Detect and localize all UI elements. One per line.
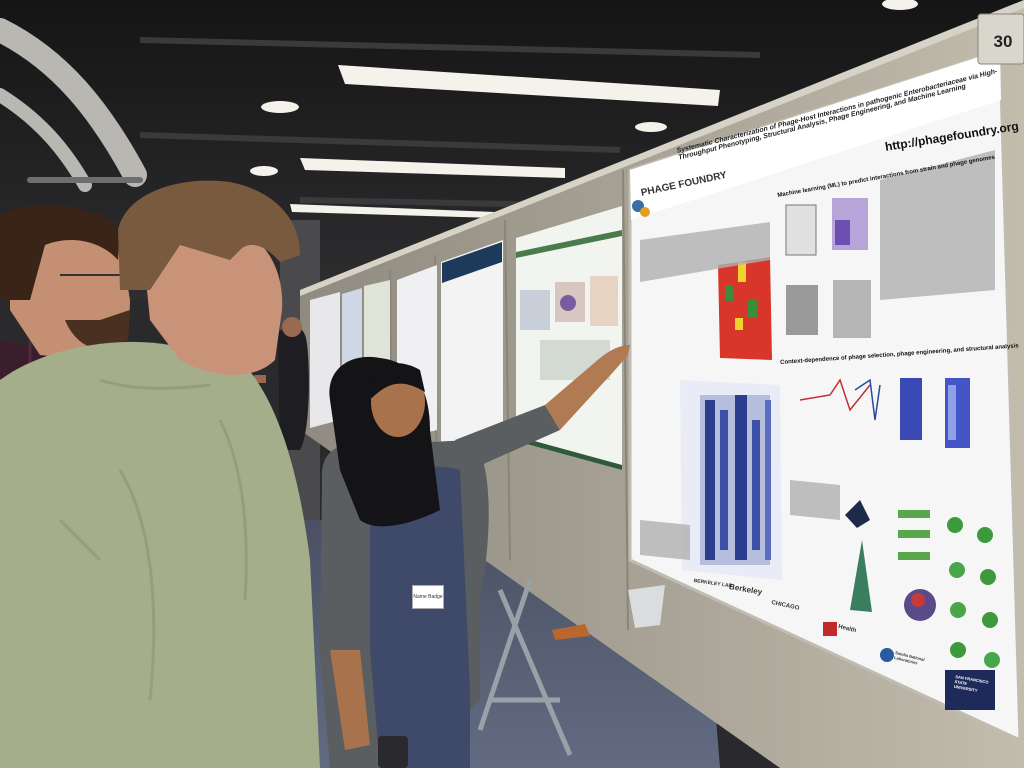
heatmap-figure — [718, 257, 772, 360]
board-number: 30 — [993, 32, 1013, 51]
cup — [628, 585, 665, 628]
ceiling-pipes — [0, 18, 147, 192]
presenter-woman — [320, 345, 630, 768]
board-number-sign — [977, 13, 1024, 65]
matrix-figure — [680, 380, 782, 580]
background-people — [254, 317, 590, 640]
easel — [477, 579, 573, 756]
protein-structures — [845, 500, 1000, 668]
name-badge: Name Badge — [412, 585, 444, 609]
young-man — [0, 180, 320, 768]
ceiling-lights — [250, 0, 918, 218]
background-posters — [310, 206, 622, 470]
main-poster — [628, 47, 1022, 743]
